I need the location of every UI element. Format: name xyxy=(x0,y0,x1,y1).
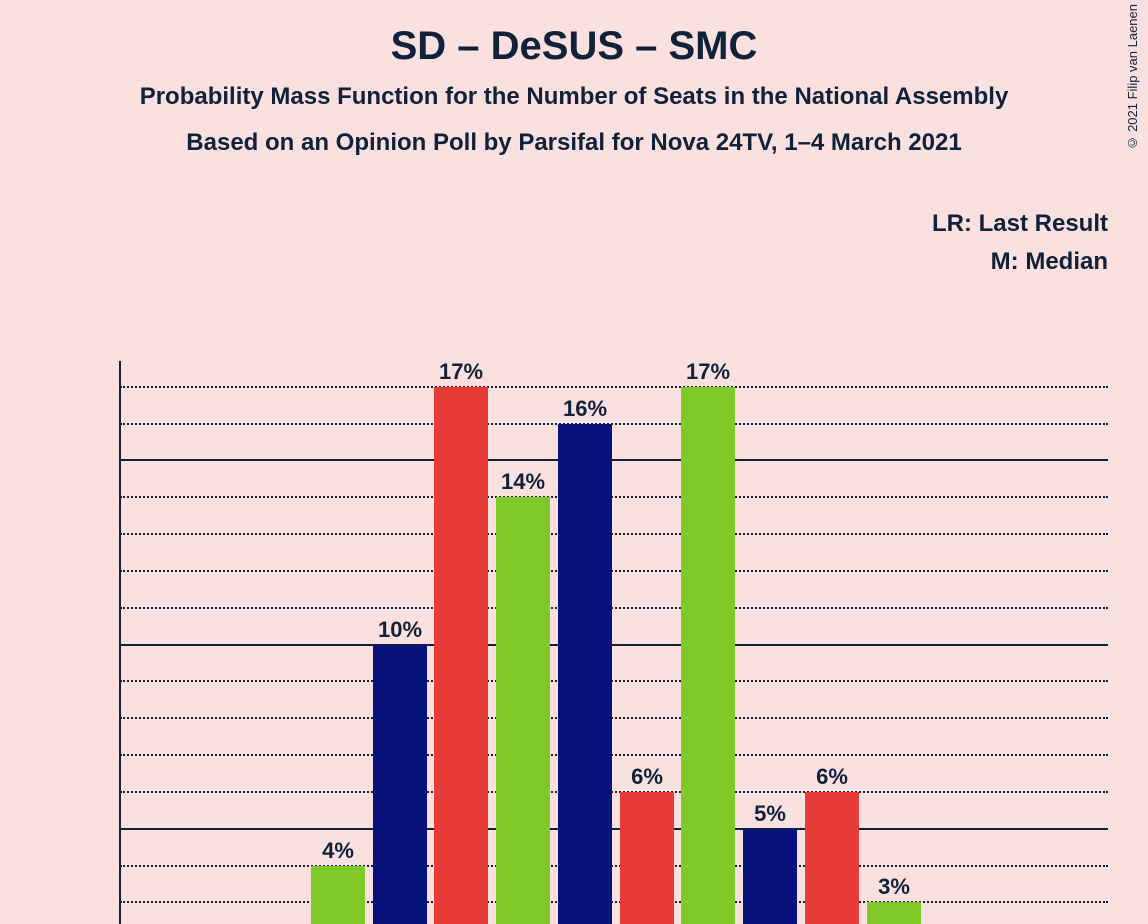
chart-subtitle-2: Based on an Opinion Poll by Parsifal for… xyxy=(0,129,1148,157)
grid-minor xyxy=(120,423,1108,425)
grid-minor xyxy=(120,570,1108,572)
grid-minor xyxy=(120,496,1108,498)
bar xyxy=(496,497,550,924)
grid-minor xyxy=(120,754,1108,756)
bar-value-label: 10% xyxy=(365,617,435,643)
bar-value-label: 17% xyxy=(673,359,743,385)
bar-value-label: 4% xyxy=(303,838,373,864)
bar-value-label: 6% xyxy=(612,764,682,790)
bar-value-label: 16% xyxy=(550,396,620,422)
grid-minor xyxy=(120,680,1108,682)
bar-value-label: 14% xyxy=(488,469,558,495)
legend-median: M: Median xyxy=(991,248,1108,276)
grid-major xyxy=(120,828,1108,830)
bar xyxy=(311,866,365,924)
bar-value-label: 17% xyxy=(426,359,496,385)
grid-major xyxy=(120,644,1108,646)
bar xyxy=(373,645,427,924)
grid-minor xyxy=(120,717,1108,719)
bar-value-label: 3% xyxy=(859,874,929,900)
chart-title: SD – DeSUS – SMC xyxy=(0,0,1148,69)
bar xyxy=(867,902,921,924)
grid-minor xyxy=(120,901,1108,903)
chart-subtitle-1: Probability Mass Function for the Number… xyxy=(0,83,1148,111)
bar-value-label: 6% xyxy=(797,764,867,790)
bar xyxy=(681,387,735,924)
grid-minor xyxy=(120,533,1108,535)
bar xyxy=(805,792,859,924)
grid-minor xyxy=(120,386,1108,388)
grid-minor xyxy=(120,865,1108,867)
grid-major xyxy=(120,459,1108,461)
bar xyxy=(558,424,612,924)
grid-minor xyxy=(120,791,1108,793)
grid-minor xyxy=(120,607,1108,609)
bar-value-label: 5% xyxy=(735,801,805,827)
bar xyxy=(620,792,674,924)
bar xyxy=(434,387,488,924)
copyright-text: © 2021 Filip van Laenen xyxy=(1125,4,1140,151)
y-axis xyxy=(119,361,121,924)
legend-last-result: LR: Last Result xyxy=(932,210,1108,238)
bar xyxy=(743,829,797,924)
